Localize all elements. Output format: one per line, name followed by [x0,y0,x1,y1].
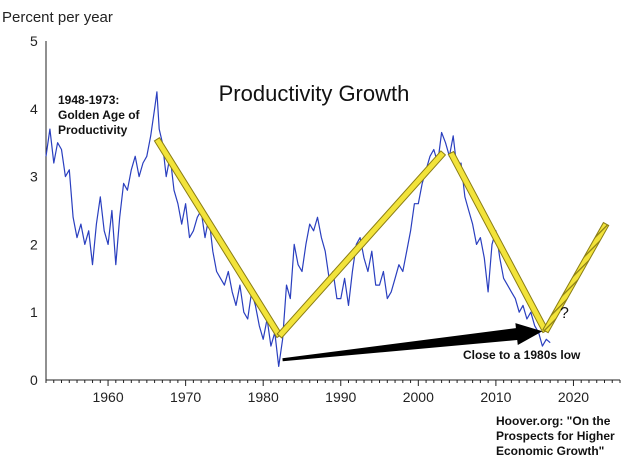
x-tick-label-3: 1990 [325,389,356,405]
source-note-line-3: Economic Growth" [496,444,604,458]
x-tick-label-6: 2020 [558,389,589,405]
x-minor-ticks [45,380,621,386]
y-axis-title: Percent per year [2,9,113,26]
y-tick-labels: 0 1 2 3 4 5 [30,33,38,388]
x-tick-label-1: 1970 [170,389,201,405]
y-tick-label-0: 0 [30,372,38,388]
golden-age-note-line-1: 1948-1973: [58,93,119,107]
y-tick-label-1: 1 [30,304,38,320]
y-tick-label-3: 3 [30,169,38,185]
x-tick-label-0: 1960 [92,389,123,405]
chart-title: Productivity Growth [219,81,410,106]
source-annotation: Hoover.org: "On the Prospects for Higher… [495,413,617,460]
y-tick-label-2: 2 [30,236,38,252]
question-mark-note: ? [560,305,569,322]
trend-bands [153,137,610,339]
x-tick-label-5: 2010 [480,389,511,405]
trend-band-0 [153,137,283,339]
productivity-growth-series-line [45,91,551,367]
golden-age-note-line-3: Productivity [58,123,128,137]
trend-band-3 [542,221,610,334]
x-tick-label-2: 1980 [248,389,279,405]
source-note-line-2: Prospects for Higher [496,429,615,443]
y-tick-label-5: 5 [30,33,38,49]
low-arrow-shape [282,323,543,362]
low-arrow [282,323,543,362]
x-tick-labels: 1960 1970 1980 1990 2000 2010 2020 [92,389,589,405]
trend-band-2 [447,150,549,334]
golden-age-note-line-2: Golden Age of [58,108,141,122]
source-note-line-1: Hoover.org: "On the [496,414,611,428]
golden-age-annotation: 1948-1973: Golden Age of Productivity [57,92,143,139]
trend-band-1 [276,150,447,339]
x-tick-label-4: 2000 [403,389,434,405]
close-to-low-note: Close to a 1980s low [463,348,581,362]
y-tick-label-4: 4 [30,101,38,117]
